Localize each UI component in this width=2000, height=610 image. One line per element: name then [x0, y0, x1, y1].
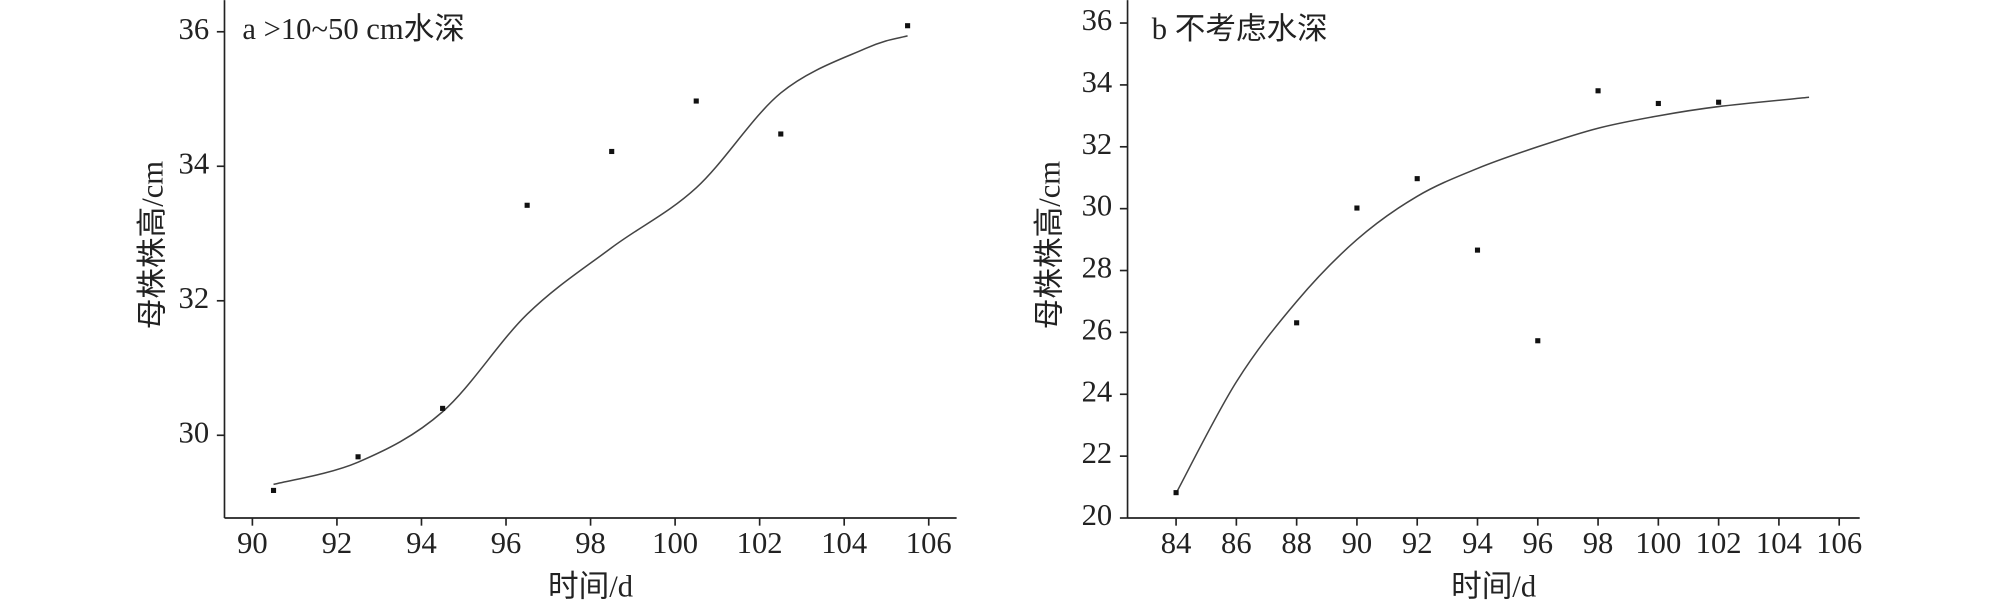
x-tick-label: 88	[1281, 526, 1312, 560]
x-tick-label: 96	[1522, 526, 1553, 560]
point	[1414, 176, 1420, 182]
x-axis-label: 时间/d	[1451, 569, 1536, 603]
point	[1354, 205, 1360, 211]
point	[1535, 338, 1541, 344]
y-tick-label: 30	[179, 415, 210, 449]
x-tick-label: 86	[1221, 526, 1252, 560]
x-tick-label: 102	[1696, 526, 1742, 560]
panel-title: b 不考虑水深	[1152, 12, 1328, 46]
y-tick-label: 36	[1082, 3, 1113, 37]
y-tick-label: 30	[1082, 189, 1113, 223]
point	[905, 23, 911, 29]
x-tick-label: 98	[1583, 526, 1614, 560]
point	[609, 148, 615, 155]
point	[270, 487, 277, 493]
y-tick-label: 36	[179, 12, 210, 46]
y-tick-label: 32	[1082, 127, 1113, 161]
y-tick-label: 34	[1082, 65, 1113, 99]
x-axis-label: 时间/d	[548, 569, 633, 603]
x-tick-label: 90	[1342, 526, 1373, 560]
y-tick-label: 34	[179, 146, 210, 180]
x-tick-label: 106	[906, 526, 952, 560]
fit-curve	[273, 35, 908, 486]
x-tick-label: 92	[322, 526, 353, 560]
x-tick-label: 106	[1816, 526, 1862, 560]
x-tick-label: 94	[406, 526, 437, 560]
point	[440, 405, 446, 411]
point	[355, 454, 361, 460]
point	[778, 131, 784, 137]
point	[524, 202, 530, 208]
x-tick-label: 92	[1402, 526, 1433, 560]
y-axis-label: 母株株高/cm	[136, 161, 170, 330]
x-tick-label: 94	[1462, 526, 1493, 560]
x-tick-label: 84	[1161, 526, 1192, 560]
x-tick-label: 90	[237, 526, 268, 560]
x-tick-label: 104	[821, 526, 867, 560]
x-tick-label: 98	[575, 526, 606, 560]
y-tick-label: 22	[1082, 436, 1113, 470]
point	[693, 98, 699, 104]
fit-curve	[1175, 96, 1810, 494]
point	[1294, 320, 1300, 326]
x-tick-label: 100	[1635, 526, 1681, 560]
point	[1173, 490, 1179, 496]
y-tick-label: 24	[1082, 374, 1113, 408]
y-tick-label: 20	[1082, 498, 1113, 532]
point	[1655, 100, 1661, 107]
x-tick-label: 100	[652, 526, 698, 560]
point	[1474, 247, 1481, 253]
y-tick-label: 32	[179, 281, 210, 315]
point	[1595, 88, 1601, 94]
x-tick-label: 102	[737, 526, 783, 560]
y-tick-label: 28	[1082, 251, 1113, 285]
panel-title: a >10~50 cm水深	[242, 12, 465, 46]
x-tick-label: 104	[1756, 526, 1802, 560]
point	[1716, 99, 1722, 105]
y-axis-label: 母株株高/cm	[1032, 161, 1066, 330]
x-tick-label: 96	[491, 526, 522, 560]
y-tick-label: 26	[1082, 312, 1113, 346]
